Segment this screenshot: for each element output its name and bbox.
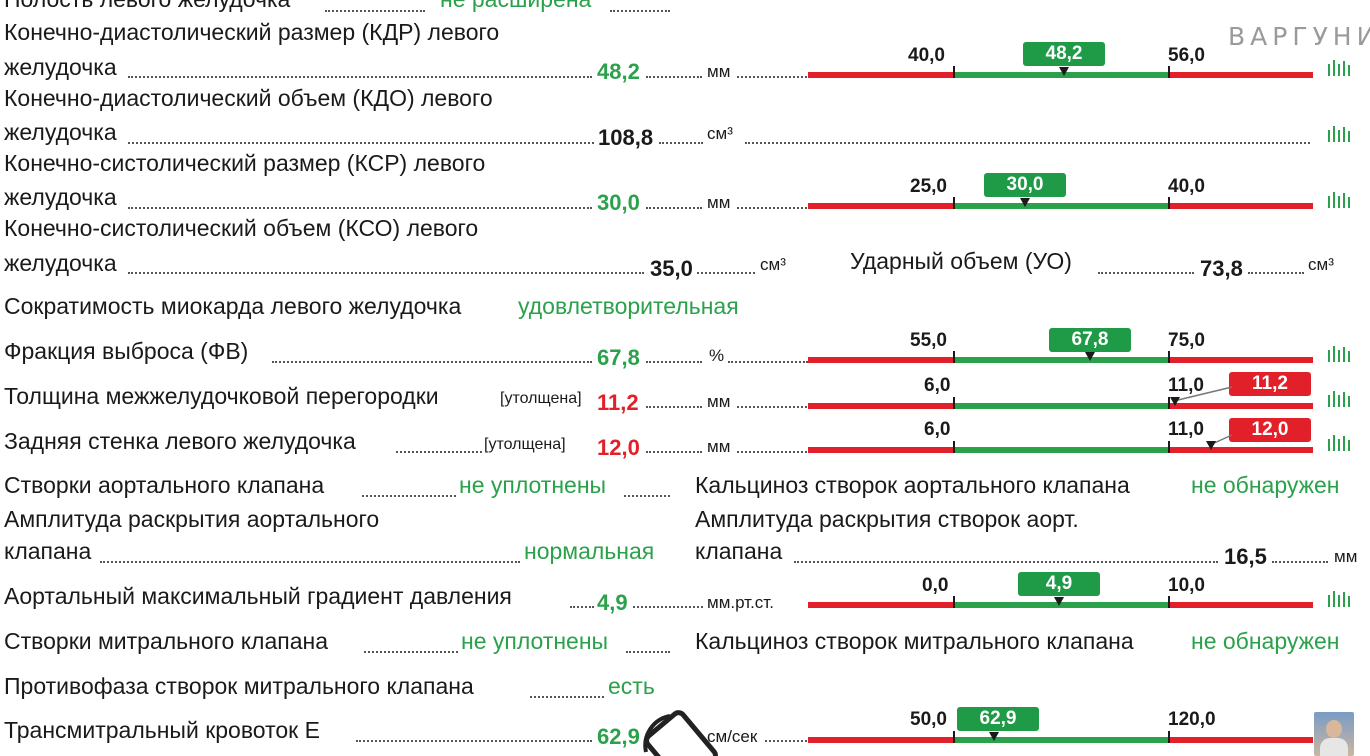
row-value-ksr: 30,0	[597, 190, 640, 215]
row-value-mzp: 11,2	[597, 390, 639, 415]
row-unit-kdr: мм	[707, 62, 731, 81]
row-label-kdo: Конечно-диастолический объем (КДО) левог…	[4, 85, 493, 111]
row-unit-grad: мм.рт.ст.	[707, 593, 774, 612]
bars-icon	[1328, 192, 1354, 208]
row-value-aoamp: нормальная	[524, 538, 655, 564]
row-unit-fv: %	[709, 346, 725, 365]
scale-badge: 67,8	[1049, 328, 1131, 352]
row-note-mzp: [утолщена]	[500, 390, 582, 407]
row-label-mv: Створки митрального клапана	[4, 628, 328, 654]
row-label-mzp: Толщина межжелудочковой перегородки	[4, 383, 439, 409]
scale-badge: 30,0	[984, 173, 1066, 197]
avatar	[1314, 712, 1354, 756]
row-label-lv-cavity: Полость левого желудочка	[4, 0, 290, 12]
row-label-aoamp-2: клапана	[4, 538, 92, 564]
row-unit-kdo: см³	[707, 124, 733, 143]
scale-high: 11,0	[1168, 375, 1204, 396]
row-value-grad: 4,9	[597, 590, 628, 615]
rotate-icon[interactable]	[640, 708, 720, 756]
scale-badge: 48,2	[1023, 42, 1105, 66]
row-unit-kso: см³	[760, 255, 786, 274]
scale-kdr: 40,0 56,0 48,2	[808, 40, 1313, 80]
scale-badge: 4,9	[1018, 572, 1100, 596]
row-label-aov: Створки аортального клапана	[4, 472, 325, 498]
row-label-contract: Сократимость миокарда левого желудочка	[4, 293, 462, 319]
scale-high: 120,0	[1168, 709, 1216, 730]
scale-high: 10,0	[1168, 575, 1205, 596]
row-value-zs: 12,0	[597, 435, 640, 460]
row-value-contract: удовлетворительная	[518, 293, 739, 319]
row-label-zs: Задняя стенка левого желудочка	[4, 428, 356, 454]
bars-icon	[1328, 435, 1354, 451]
scale-grad: 0,0 10,0 4,9	[808, 572, 1313, 612]
row-label-kso-2: желудочка	[4, 250, 117, 276]
row-label-ksr: Конечно-систолический размер (КСР) левог…	[4, 150, 486, 176]
row-value-mv: не уплотнены	[461, 628, 609, 654]
row-value-kso: 35,0	[650, 256, 693, 281]
scale-high: 56,0	[1168, 45, 1205, 66]
row-label-kdr: Конечно-диастолический размер (КДР) лево…	[4, 19, 500, 45]
scale-ksr: 25,0 40,0 30,0	[808, 172, 1313, 212]
scale-badge: 12,0	[1229, 418, 1311, 442]
row-value-aoamp2: 16,5	[1224, 544, 1267, 569]
row-label-tme: Трансмитральный кровоток Е	[4, 717, 320, 743]
row-label-aoamp: Амплитуда раскрытия аортального	[4, 506, 380, 532]
row-label-kdo-2: желудочка	[4, 119, 117, 145]
row-unit-zs: мм	[707, 437, 731, 456]
scale-badge: 62,9	[957, 707, 1039, 731]
watermark: ВАРГУНИН	[1228, 22, 1370, 51]
bars-icon	[1328, 346, 1354, 362]
row-label-uo: Ударный объем (УО)	[850, 248, 1072, 274]
row-note-zs: [утолщена]	[484, 436, 566, 453]
row-value-mv-ca: не обнаружен	[1191, 628, 1340, 654]
row-value-kdr: 48,2	[597, 59, 640, 84]
row-unit-mzp: мм	[707, 392, 731, 411]
row-value-uo: 73,8	[1200, 256, 1243, 281]
scale-low: 6,0	[924, 419, 951, 440]
row-value-tme: 62,9	[597, 724, 640, 749]
scale-high: 11,0	[1168, 419, 1204, 440]
scale-low: 25,0	[910, 176, 947, 197]
row-unit-ksr: мм	[707, 193, 731, 212]
row-label-kso: Конечно-систолический объем (КСО) левого	[4, 215, 479, 241]
row-value-lv-cavity: не расширена	[440, 0, 591, 12]
row-label-ksr-2: желудочка	[4, 184, 117, 210]
row-label-kdr-2: желудочка	[4, 54, 117, 80]
scale-tme: 50,0 120,0 62,9	[808, 706, 1313, 746]
row-unit-tme: см/сек	[707, 727, 758, 746]
bars-icon	[1328, 391, 1354, 407]
row-unit-aoamp2: мм	[1334, 547, 1358, 566]
row-value-fv: 67,8	[597, 345, 640, 370]
row-value-kdo: 108,8	[598, 125, 654, 150]
row-unit-uo: см³	[1308, 255, 1334, 274]
scale-fv: 55,0 75,0 67,8	[808, 328, 1313, 368]
scale-low: 40,0	[908, 45, 945, 66]
row-label-mv-ca: Кальциноз створок митрального клапана	[695, 628, 1134, 654]
scale-mzp: 6,0 11,0 11,2	[808, 372, 1313, 412]
row-value-aov-ca: не обнаружен	[1191, 472, 1340, 498]
scale-low: 6,0	[924, 375, 951, 396]
row-label-anti: Противофаза створок митрального клапана	[4, 673, 474, 699]
scale-low: 55,0	[910, 330, 947, 351]
row-value-aov: не уплотнены	[459, 472, 607, 498]
scale-low: 0,0	[922, 575, 949, 596]
row-label-fv: Фракция выброса (ФВ)	[4, 338, 249, 364]
scale-zs: 6,0 11,0 12,0	[808, 416, 1313, 456]
row-label-aoamp2: Амплитуда раскрытия створок аорт.	[695, 506, 1079, 532]
row-value-anti: есть	[608, 673, 655, 699]
scale-badge: 11,2	[1229, 372, 1311, 396]
row-label-aov-ca: Кальциноз створок аортального клапана	[695, 472, 1130, 498]
scale-low: 50,0	[910, 709, 947, 730]
row-label-grad: Аортальный максимальный градиент давлени…	[4, 583, 512, 609]
bars-icon	[1328, 126, 1354, 142]
bars-icon	[1328, 60, 1354, 76]
scale-high: 40,0	[1168, 176, 1205, 197]
scale-high: 75,0	[1168, 330, 1205, 351]
bars-icon	[1328, 591, 1354, 607]
row-label-aoamp2-2: клапана	[695, 538, 783, 564]
